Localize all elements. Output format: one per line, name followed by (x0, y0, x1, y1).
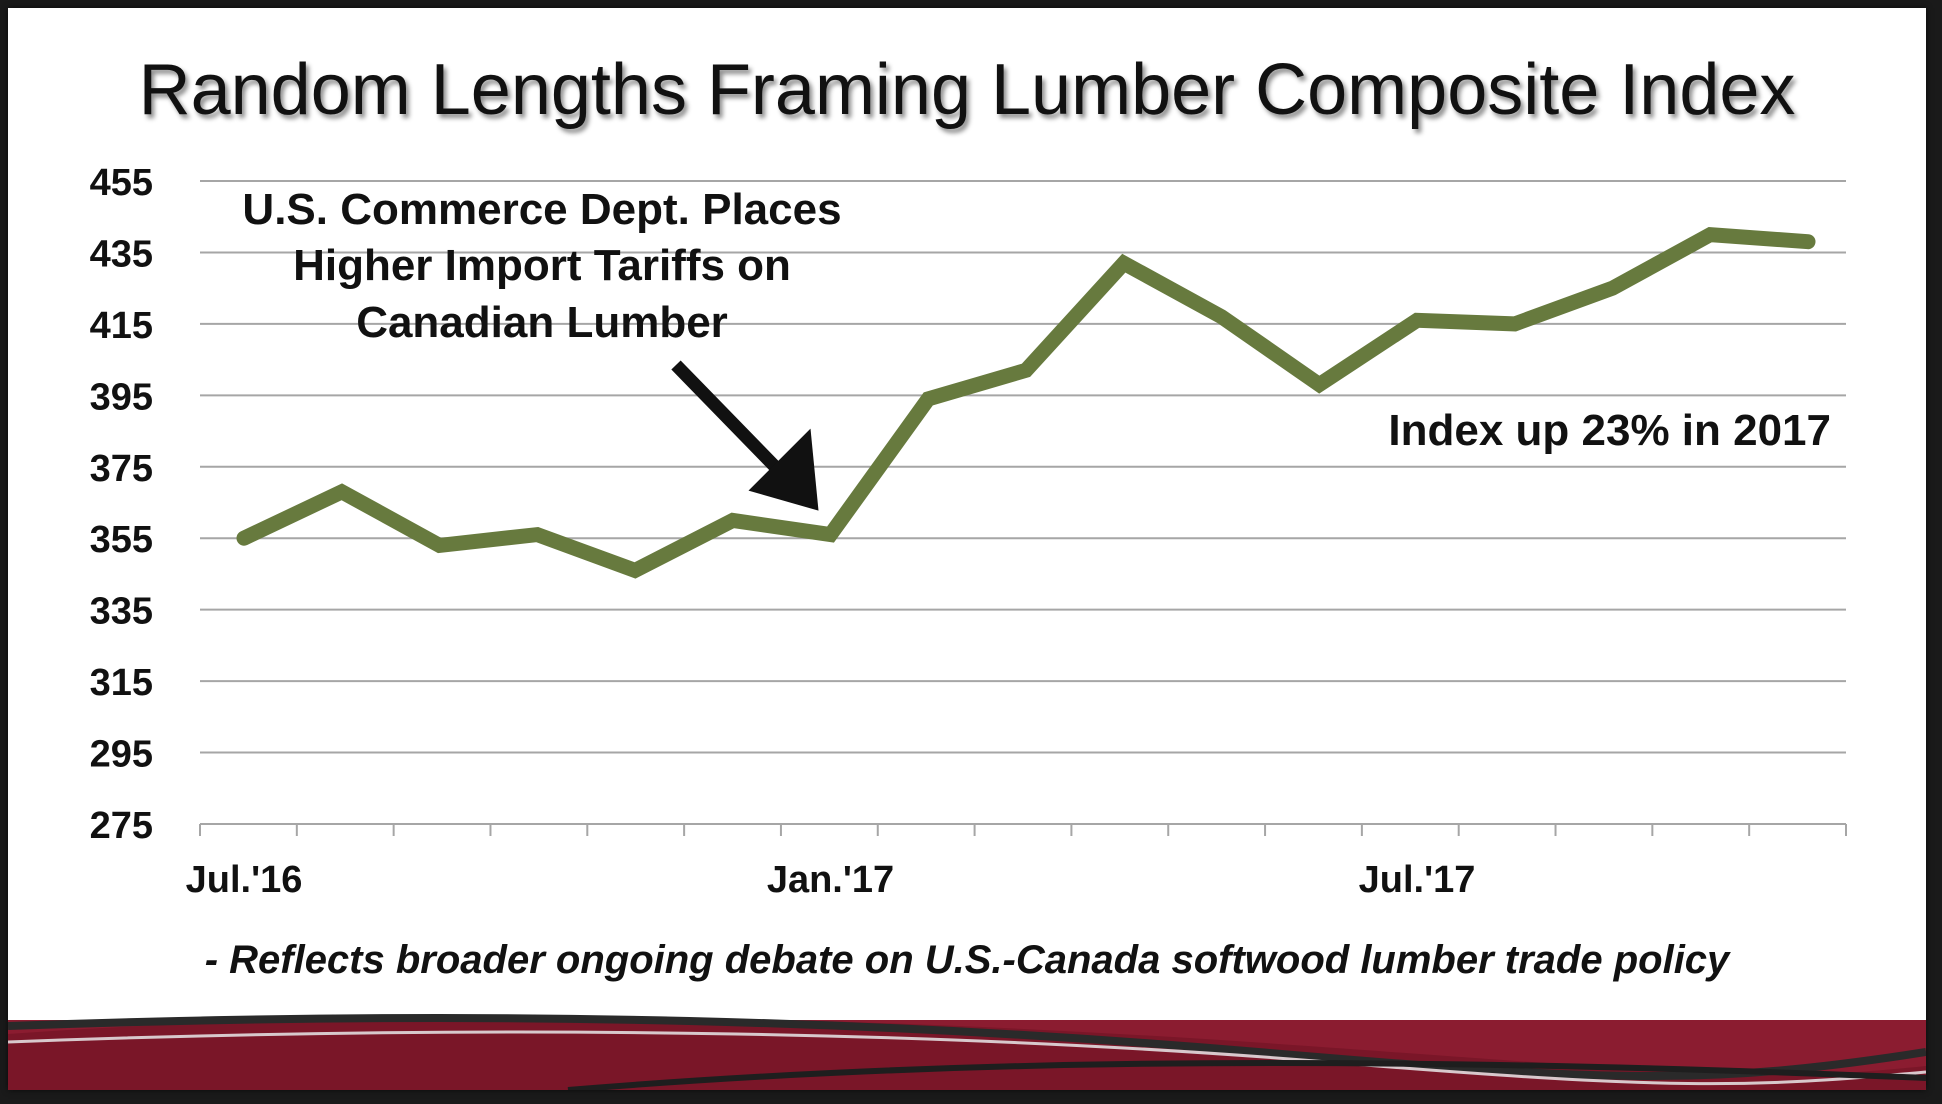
annotation-tariffs: U.S. Commerce Dept. Places Higher Import … (242, 185, 842, 511)
y-tick-label: 355 (90, 519, 153, 561)
annotation-line: Canadian Lumber (356, 298, 728, 347)
y-tick-label: 375 (90, 448, 153, 490)
annotation-arrow-head (748, 428, 819, 511)
slide: Random Lengths Framing Lumber Composite … (8, 8, 1926, 1090)
y-tick-label: 335 (90, 591, 153, 633)
y-tick-label: 295 (90, 734, 153, 776)
decorative-swoosh-band (8, 1014, 1926, 1090)
x-tick-label: Jul.'16 (186, 859, 303, 901)
y-tick-label: 275 (90, 805, 153, 847)
footnote: - Reflects broader ongoing debate on U.S… (204, 938, 1730, 982)
x-tick-label: Jan.'17 (767, 859, 894, 901)
annotation-index-up: Index up 23% in 2017 (1388, 406, 1831, 455)
annotation-line: U.S. Commerce Dept. Places (242, 185, 841, 234)
y-tick-label: 435 (90, 233, 153, 275)
line-chart: 275 295 315 335 355 375 395 415 435 455 Jul.'16 Jan… (90, 162, 1847, 901)
y-tick-label: 455 (90, 162, 153, 204)
y-tick-label: 395 (90, 376, 153, 418)
y-tick-label: 315 (90, 662, 153, 704)
x-tick-label: Jul.'17 (1359, 859, 1476, 901)
annotation-line: Higher Import Tariffs on (293, 241, 791, 290)
chart-title: Random Lengths Framing Lumber Composite … (138, 50, 1796, 130)
y-tick-label: 415 (90, 305, 153, 347)
